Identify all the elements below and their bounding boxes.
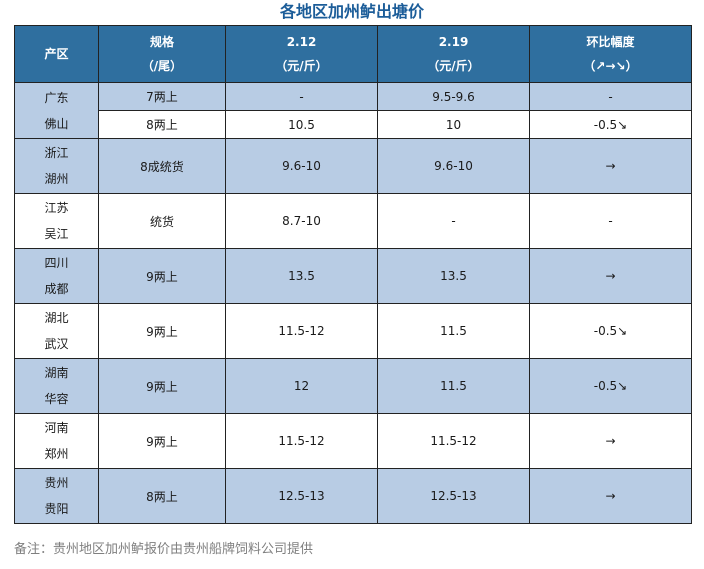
table-row: 浙江 湖州 8成统货 9.6-10 9.6-10 → [14, 138, 692, 194]
region-cell: 江苏 吴江 [14, 193, 99, 249]
spec-cell: 统货 [98, 193, 226, 249]
region-cell: 湖北 武汉 [14, 303, 99, 359]
header-row: 产区 规格 （/尾） 2.12 （元/斤） 2.19 （元/斤） 环比幅度 （↗→↘） [14, 25, 692, 83]
spec-cell: 9两上 [98, 413, 226, 469]
region-cell: 贵州 贵阳 [14, 468, 99, 524]
change-cell: - [529, 193, 692, 249]
price-212-cell: 11.5-12 [225, 303, 378, 359]
header-region: 产区 [14, 25, 99, 83]
price-219-cell: 10 [377, 110, 530, 139]
price-219-cell: 11.5 [377, 303, 530, 359]
region-cell: 河南 郑州 [14, 413, 99, 469]
price-212-cell: 12 [225, 358, 378, 414]
region-cell: 广东 佛山 [14, 82, 99, 139]
change-cell: → [529, 248, 692, 304]
change-cell: → [529, 468, 692, 524]
footnote: 备注：贵州地区加州鲈报价由贵州船牌饲料公司提供 [14, 542, 314, 557]
price-212-cell: 12.5-13 [225, 468, 378, 524]
table-row: 河南 郑州 9两上 11.5-12 11.5-12 → [14, 413, 692, 469]
spec-cell: 8两上 [98, 468, 226, 524]
price-212-cell: 11.5-12 [225, 413, 378, 469]
spec-cell: 9两上 [98, 358, 226, 414]
table-row: 广东 佛山 7两上 - 9.5-9.6 - [14, 82, 692, 139]
table-row: 贵州 贵阳 8两上 12.5-13 12.5-13 → [14, 468, 692, 524]
spec-cell: 8两上 [98, 110, 226, 139]
table-title: 各地区加州鲈出塘价 [279, 2, 424, 21]
header-spec: 规格 （/尾） [98, 25, 226, 83]
region-cell: 四川 成都 [14, 248, 99, 304]
spec-cell: 9两上 [98, 248, 226, 304]
change-cell: -0.5↘ [529, 358, 692, 414]
change-cell: → [529, 138, 692, 194]
price-table: 产区 规格 （/尾） 2.12 （元/斤） 2.19 （元/斤） 环比幅度 （↗→↘） … [14, 25, 692, 524]
price-212-cell: - [225, 82, 378, 111]
region-cell: 湖南 华容 [14, 358, 99, 414]
price-219-cell: 11.5 [377, 358, 530, 414]
price-219-cell: 11.5-12 [377, 413, 530, 469]
header-date2: 2.19 （元/斤） [377, 25, 530, 83]
table-row: 8两上 10.5 10 -0.5↘ [15, 110, 692, 139]
spec-cell: 9两上 [98, 303, 226, 359]
price-212-cell: 9.6-10 [225, 138, 378, 194]
price-212-cell: 13.5 [225, 248, 378, 304]
header-date1: 2.12 （元/斤） [225, 25, 378, 83]
header-change: 环比幅度 （↗→↘） [529, 25, 692, 83]
price-219-cell: 13.5 [377, 248, 530, 304]
table-row: 湖北 武汉 9两上 11.5-12 11.5 -0.5↘ [14, 303, 692, 359]
change-cell: - [529, 82, 692, 111]
price-219-cell: 12.5-13 [377, 468, 530, 524]
change-cell: -0.5↘ [529, 303, 692, 359]
price-212-cell: 8.7-10 [225, 193, 378, 249]
table-row: 湖南 华容 9两上 12 11.5 -0.5↘ [14, 358, 692, 414]
price-219-cell: - [377, 193, 530, 249]
change-cell: -0.5↘ [529, 110, 692, 139]
spec-cell: 7两上 [98, 82, 226, 111]
spec-cell: 8成统货 [98, 138, 226, 194]
table-row: 四川 成都 9两上 13.5 13.5 → [14, 248, 692, 304]
price-219-cell: 9.5-9.6 [377, 82, 530, 111]
region-cell: 浙江 湖州 [14, 138, 99, 194]
table-row: 江苏 吴江 统货 8.7-10 - - [14, 193, 692, 249]
price-212-cell: 10.5 [225, 110, 378, 139]
price-219-cell: 9.6-10 [377, 138, 530, 194]
change-cell: → [529, 413, 692, 469]
